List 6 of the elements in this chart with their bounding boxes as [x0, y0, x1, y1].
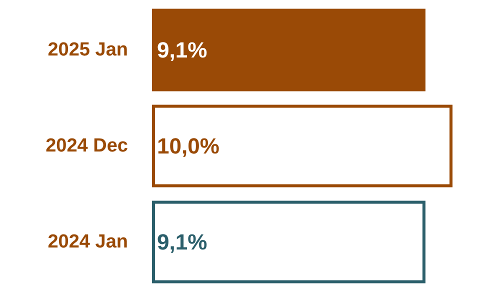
y-tick-label: 2024 Dec — [46, 136, 128, 156]
data-label: 9,1% — [157, 38, 208, 62]
data-label: 10,0% — [157, 134, 220, 158]
y-tick-label: 2024 Jan — [48, 232, 128, 252]
data-label: 9,1% — [157, 230, 208, 254]
y-tick-label: 2025 Jan — [48, 40, 128, 60]
